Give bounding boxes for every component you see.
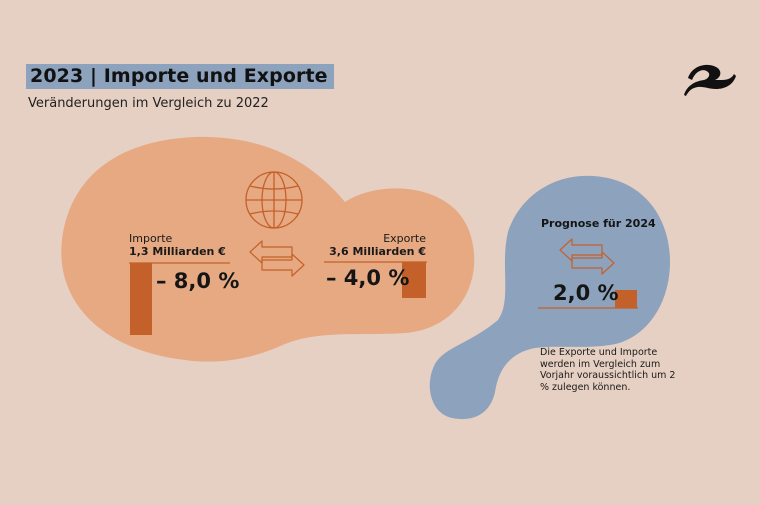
orange-blob xyxy=(61,136,475,362)
imports-bar xyxy=(130,263,152,335)
wave-logo-icon xyxy=(684,64,736,96)
globe-icon xyxy=(245,171,303,229)
exports-amount: 3,6 Milliarden € xyxy=(329,245,426,258)
imports-change-value: – 8,0 % xyxy=(156,269,240,293)
page-title: 2023 | Importe und Exporte xyxy=(26,64,334,89)
exports-label: Exporte 3,6 Milliarden € xyxy=(329,232,426,258)
forecast-title: Prognose für 2024 xyxy=(541,217,656,230)
forecast-note: Die Exporte und Importe werden im Vergle… xyxy=(540,347,676,393)
exports-title: Exporte xyxy=(383,232,426,245)
page-subtitle: Veränderungen im Vergleich zu 2022 xyxy=(28,96,269,111)
exchange-arrows-icon xyxy=(249,240,305,277)
blue-blob xyxy=(429,175,670,420)
forecast-exchange-arrows-icon xyxy=(559,238,615,275)
imports-label: Importe 1,3 Milliarden € xyxy=(129,232,226,258)
exports-bar xyxy=(402,262,426,298)
forecast-value: 2,0 % xyxy=(553,281,619,305)
exports-change-value: – 4,0 % xyxy=(326,266,410,290)
imports-amount: 1,3 Milliarden € xyxy=(129,245,226,258)
imports-title: Importe xyxy=(129,232,173,245)
forecast-bar xyxy=(615,290,637,308)
